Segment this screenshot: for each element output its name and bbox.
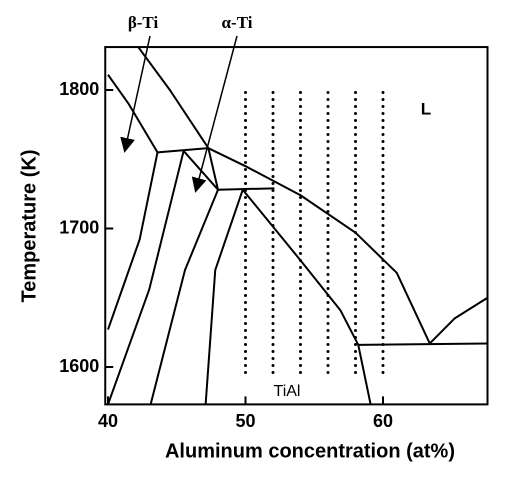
annotation: α-Ti	[222, 13, 253, 32]
x-tick-label: 50	[235, 411, 255, 431]
y-tick-label: 1800	[59, 79, 99, 99]
phase-boundary	[358, 342, 488, 346]
phase-boundary	[107, 152, 159, 330]
phase-boundary	[241, 189, 372, 405]
x-tick-label: 60	[373, 411, 393, 431]
x-axis-label: Aluminum concentration (at%)	[165, 440, 455, 462]
phase-boundary	[157, 147, 209, 154]
annotation: β-Ti	[128, 13, 159, 32]
arrow	[120, 35, 151, 153]
y-tick-label: 1600	[59, 356, 99, 376]
annotation: L	[421, 99, 431, 118]
phase-boundary	[137, 46, 431, 344]
phase-boundary	[107, 150, 185, 405]
phase-boundary	[149, 189, 219, 405]
phase-boundary	[204, 189, 244, 405]
arrow	[191, 35, 238, 193]
phase-boundary	[107, 74, 159, 153]
x-tick-label: 40	[98, 411, 118, 431]
phase-boundary	[429, 296, 489, 345]
phase-boundary	[182, 150, 219, 191]
y-axis-label: Temperature (K)	[18, 150, 40, 303]
plot-frame	[104, 46, 489, 406]
phase-boundary	[207, 147, 219, 190]
phase-boundary	[217, 187, 275, 191]
y-tick-label: 1700	[59, 217, 99, 237]
annotation: TiAl	[274, 383, 301, 400]
